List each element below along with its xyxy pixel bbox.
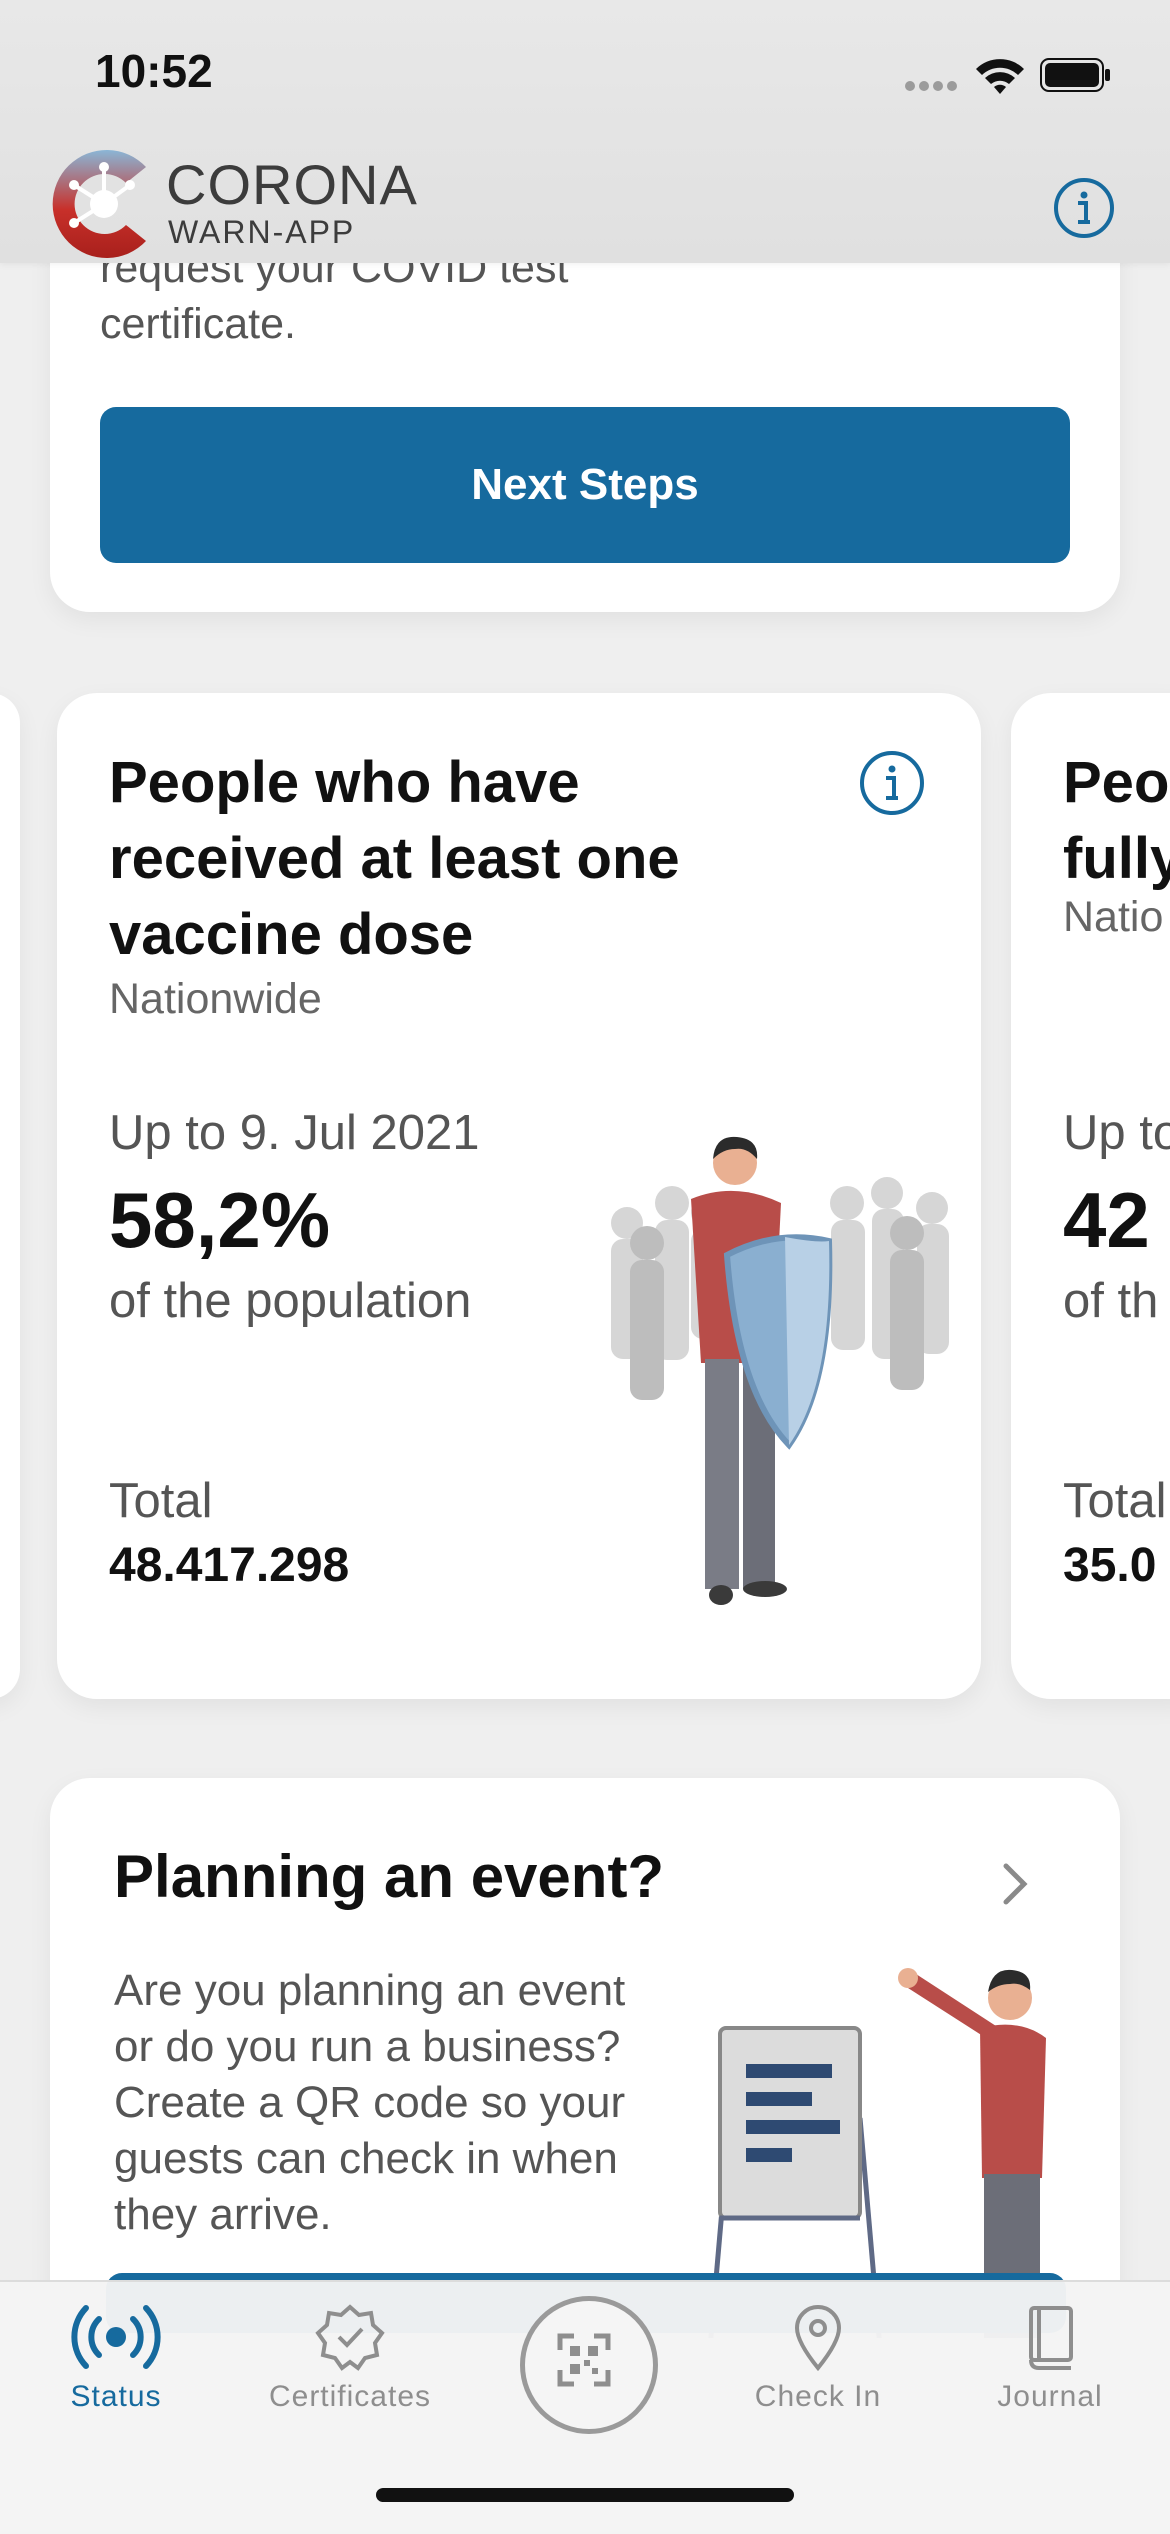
info-icon[interactable] [1052,176,1116,240]
event-card-title: Planning an event? [114,1843,665,1910]
stat-scope: Natio [1063,893,1164,941]
person-shield-illustration [611,1136,949,1605]
tab-journal[interactable]: Journal [940,2302,1160,2414]
tab-status[interactable]: Status [6,2302,226,2414]
stat-title: Peo fully [1063,750,1170,891]
previous-stat-card[interactable] [0,693,20,1699]
status-time: 10:52 [95,45,213,97]
stat-total-value: 35.0 [1063,1539,1157,1592]
info-icon[interactable] [857,748,927,818]
app-subname: WARN-APP [168,214,356,250]
stat-total-value: 48.417.298 [109,1539,350,1592]
status-icon [71,2305,161,2369]
fully-vaccinated-stat-card[interactable]: Peo fully Natio Up to 42 of th Total 35.0 [1011,693,1170,1699]
stat-value-caption: of the population [109,1274,472,1328]
vaccination-stat-card[interactable]: People who have received at least one va… [57,693,981,1699]
stat-value-caption: of th [1063,1274,1159,1328]
qr-scan-icon [557,2333,611,2387]
home-indicator[interactable] [376,2488,794,2502]
event-card-text: Are you planning an event or do you run … [114,1966,626,2239]
tab-label: Status [70,2380,162,2413]
stat-date: Up to 9. Jul 2021 [109,1106,480,1160]
chevron-right-icon[interactable] [996,1858,1036,1910]
location-pin-icon [794,2305,842,2372]
stat-value: 58,2% [109,1176,331,1264]
cellular-signal-icon [905,78,961,91]
next-steps-button[interactable]: Next Steps [100,407,1070,563]
stat-title: People who have received at least one va… [109,750,680,967]
stat-total-label: Total [109,1474,213,1528]
journal-icon [1029,2306,1073,2370]
corona-warn-app-logo [52,150,147,258]
stat-total-label: Total [1063,1474,1167,1528]
stat-scope: Nationwide [109,975,322,1023]
wifi-icon [976,59,1024,94]
stat-value: 42 [1063,1176,1150,1264]
app-name: CORONA [166,153,418,216]
battery-icon [1040,58,1110,92]
app-header: 10:52 CORONA WARN-APP [0,0,1170,263]
tab-label: Certificates [268,2380,432,2413]
tab-check-in[interactable]: Check In [708,2302,928,2414]
certificate-icon [315,2304,385,2371]
tab-qr-scan[interactable] [520,2296,658,2434]
tab-label: Check In [754,2380,882,2413]
plan-event-card[interactable]: Planning an event? Are you planning an e… [50,1778,1120,2338]
tab-label: Journal [997,2380,1103,2413]
stat-date: Up to [1063,1106,1170,1160]
tab-certificates[interactable]: Certificates [240,2302,460,2414]
